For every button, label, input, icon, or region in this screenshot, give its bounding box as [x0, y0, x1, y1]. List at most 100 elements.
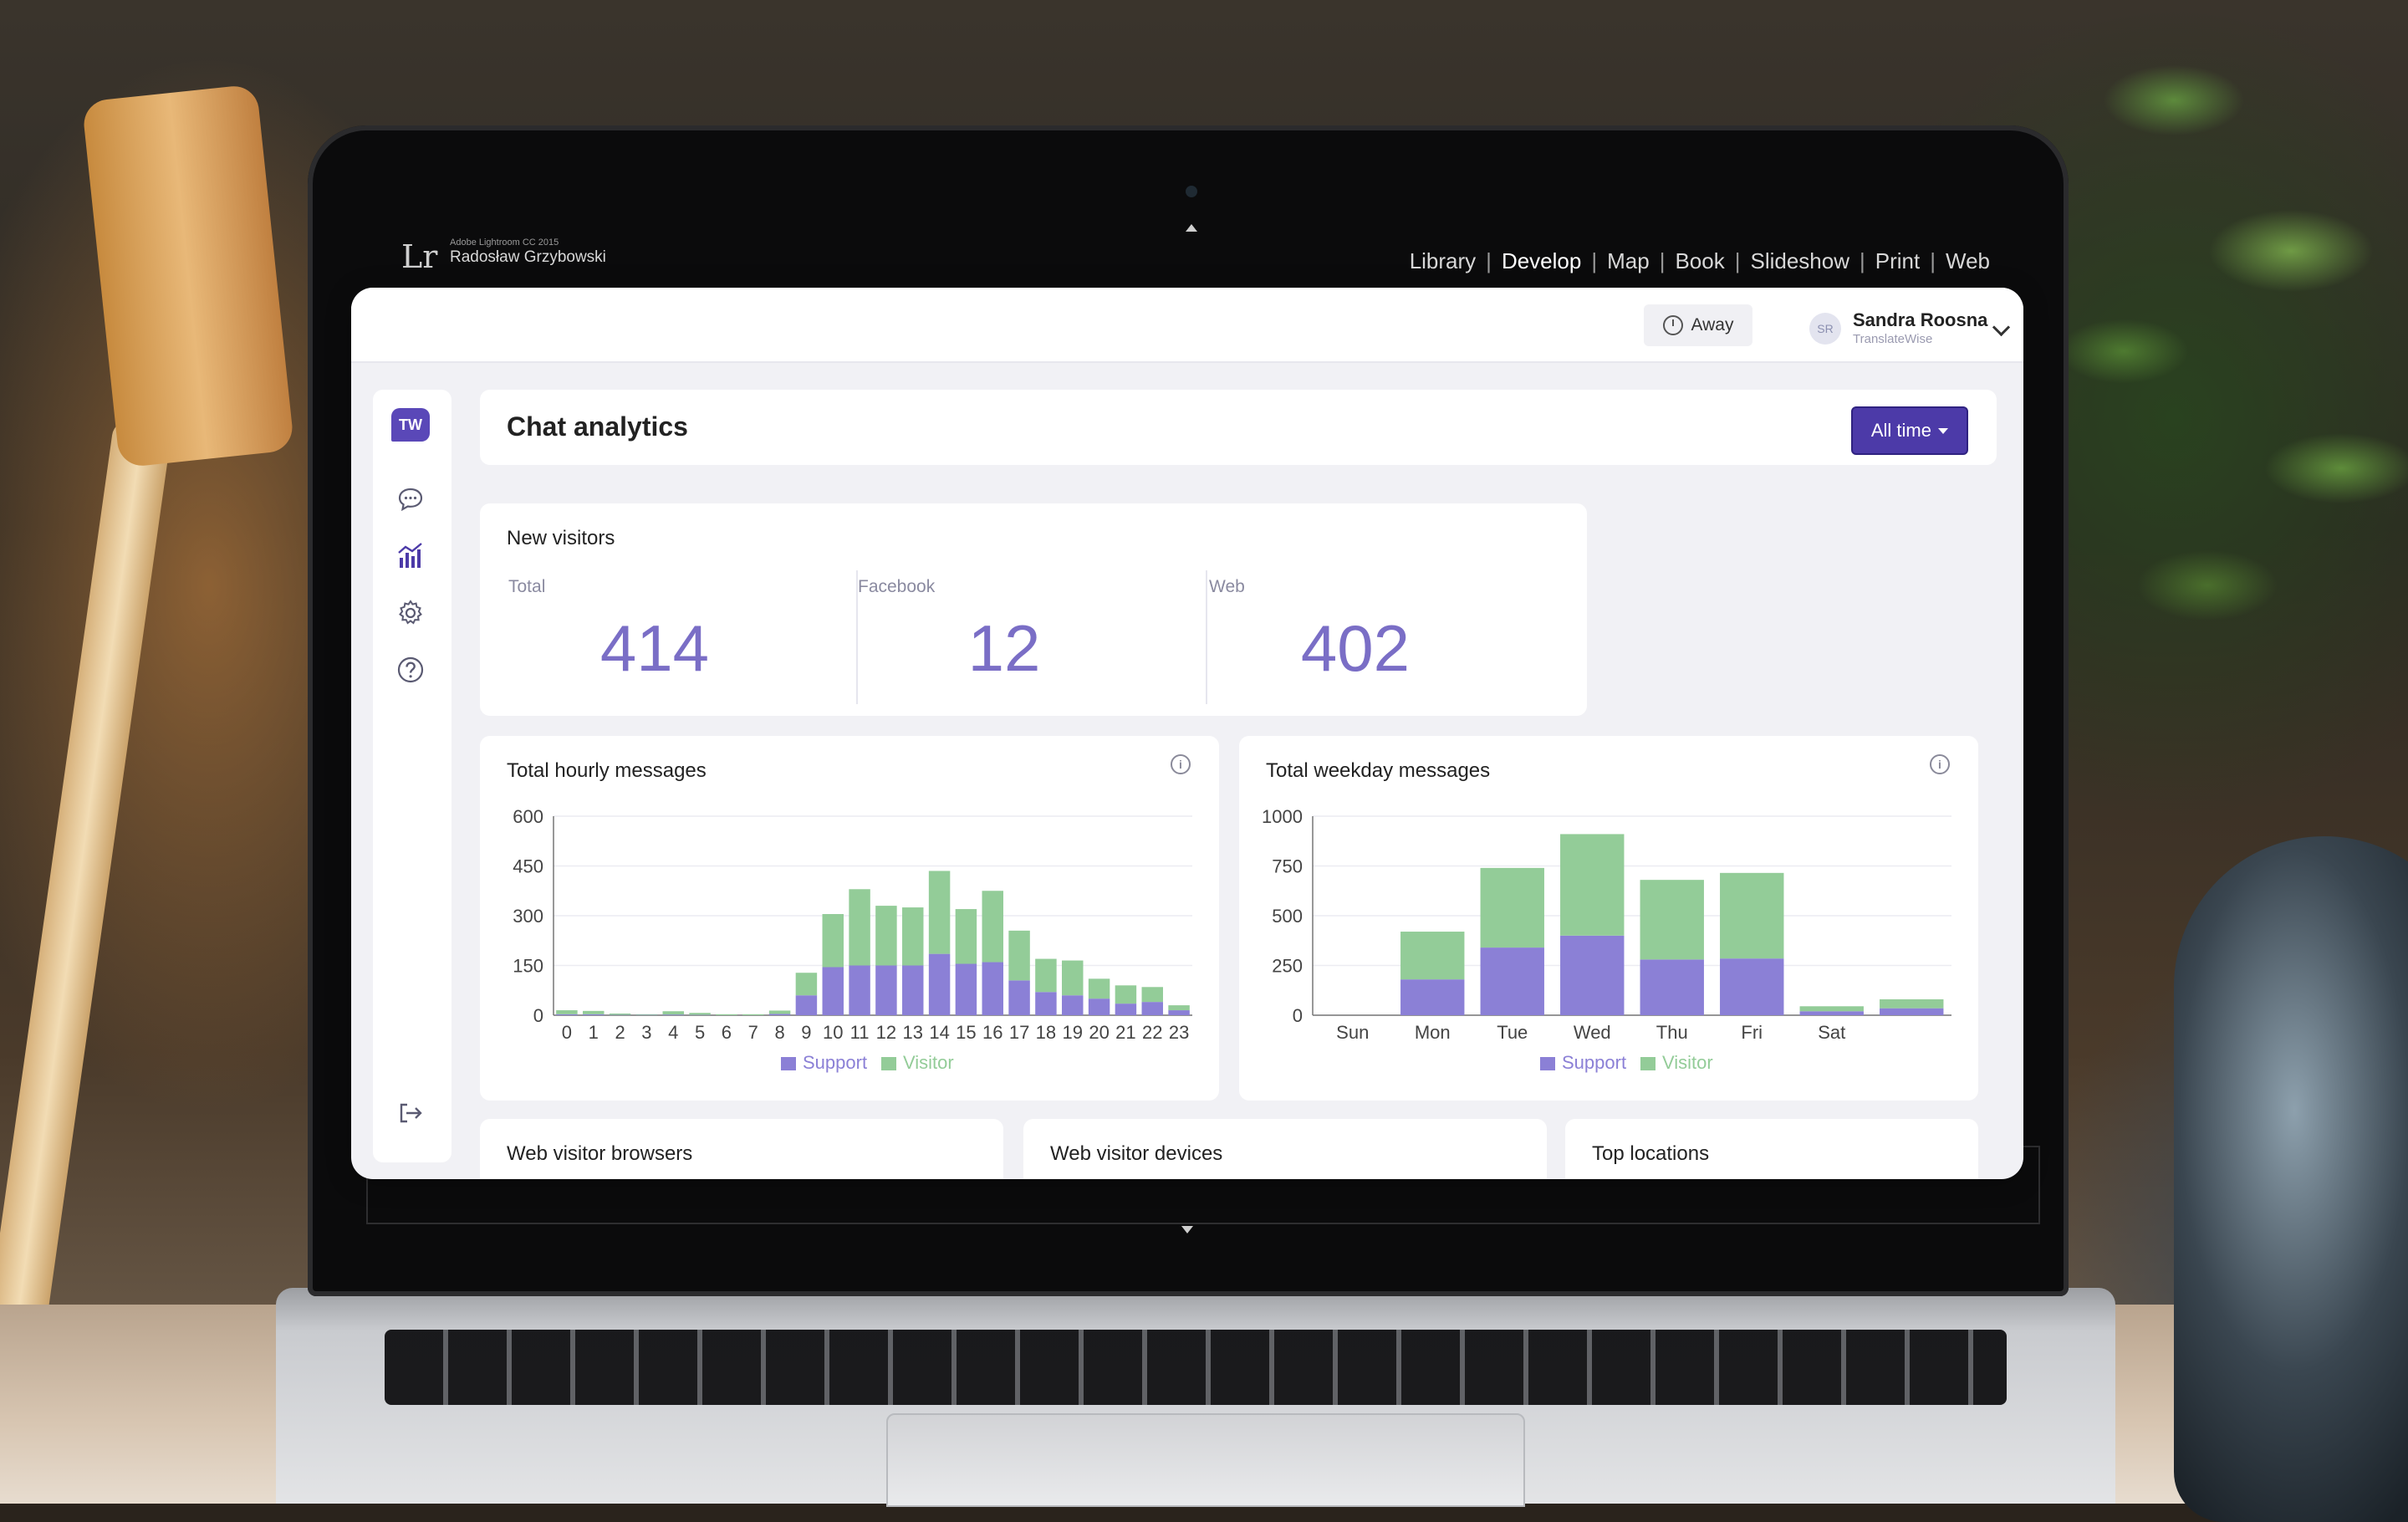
- bar-visitor: [823, 914, 844, 967]
- x-tick-label: 2: [615, 1022, 625, 1043]
- browsers-title: Web visitor browsers: [507, 1142, 692, 1166]
- module-print[interactable]: Print: [1875, 248, 1920, 273]
- bar-support: [1720, 958, 1783, 1015]
- x-tick-label: 10: [823, 1022, 843, 1043]
- legend-swatch: [1640, 1057, 1656, 1070]
- chat-bubble-icon[interactable]: [395, 483, 426, 515]
- bar-visitor: [1640, 880, 1704, 959]
- bar-visitor: [956, 909, 977, 963]
- x-tick-label: Wed: [1574, 1022, 1611, 1043]
- user-name: Sandra Roosna: [1853, 309, 1987, 331]
- x-tick-label: 14: [929, 1022, 949, 1043]
- x-tick-label: 13: [903, 1022, 923, 1043]
- bar-support: [583, 1014, 604, 1015]
- trackpad: [886, 1413, 1525, 1507]
- x-tick-label: 16: [982, 1022, 1002, 1043]
- x-tick-label: 5: [695, 1022, 705, 1043]
- stat-facebook: Facebook 12: [829, 569, 1179, 702]
- bar-support: [1142, 1002, 1163, 1015]
- legend-label: Visitor: [1662, 1052, 1713, 1073]
- x-tick-label: Fri: [1741, 1022, 1763, 1043]
- x-tick-label: 6: [722, 1022, 732, 1043]
- x-tick-label: 12: [876, 1022, 896, 1043]
- bar-visitor: [610, 1014, 630, 1015]
- x-tick-label: Sun: [1336, 1022, 1369, 1043]
- bar-support: [1481, 947, 1544, 1015]
- x-tick-label: Mon: [1415, 1022, 1451, 1043]
- bar-visitor: [796, 973, 817, 995]
- x-tick-label: 7: [748, 1022, 758, 1043]
- new-visitors-title: New visitors: [507, 527, 615, 550]
- stat-label: Facebook: [858, 577, 935, 597]
- x-tick-label: 3: [641, 1022, 651, 1043]
- bar-visitor: [1720, 873, 1783, 958]
- bar-visitor: [902, 907, 923, 965]
- bar-support: [663, 1014, 684, 1015]
- status-label: Away: [1691, 315, 1734, 335]
- y-tick-label: 450: [513, 856, 543, 877]
- x-tick-label: 1: [589, 1022, 599, 1043]
- panel-collapse-up-icon[interactable]: [1186, 224, 1197, 232]
- module-library[interactable]: Library: [1410, 248, 1476, 273]
- x-tick-label: 17: [1009, 1022, 1029, 1043]
- locations-card: Top locations: [1565, 1119, 1978, 1179]
- bar-visitor: [982, 891, 1003, 962]
- lightroom-user: Radosław Grzybowski: [450, 248, 606, 267]
- keyboard: [385, 1330, 2007, 1405]
- bar-visitor: [583, 1011, 604, 1014]
- gear-icon[interactable]: [395, 597, 426, 629]
- x-tick-label: Thu: [1656, 1022, 1688, 1043]
- clock-icon: [1663, 315, 1683, 335]
- legend-label: Visitor: [903, 1052, 954, 1073]
- x-tick-label: 4: [668, 1022, 678, 1043]
- y-tick-label: 150: [513, 956, 543, 977]
- logout-icon[interactable]: [395, 1097, 426, 1129]
- bar-support: [1640, 959, 1704, 1015]
- bar-support: [956, 964, 977, 1015]
- brand-logo[interactable]: TW: [391, 408, 430, 442]
- user-menu[interactable]: SR Sandra Roosna TranslateWise: [1809, 303, 2010, 350]
- browsers-card: Web visitor browsers: [480, 1119, 1003, 1179]
- bar-support: [1089, 998, 1110, 1015]
- y-tick-label: 250: [1272, 956, 1303, 977]
- legend-label: Support: [1562, 1052, 1626, 1073]
- bar-visitor: [1008, 931, 1029, 981]
- panel-collapse-down-icon[interactable]: [1181, 1226, 1193, 1233]
- chevron-down-icon[interactable]: [1992, 319, 2010, 336]
- devices-title: Web visitor devices: [1050, 1142, 1222, 1166]
- lightroom-identity: Adobe Lightroom CC 2015 Radosław Grzybow…: [450, 237, 606, 267]
- bar-support: [849, 966, 870, 1016]
- bar-support: [1168, 1010, 1189, 1015]
- x-tick-label: 23: [1169, 1022, 1189, 1043]
- module-develop[interactable]: Develop: [1502, 248, 1581, 273]
- vase: [2174, 836, 2408, 1522]
- y-tick-label: 500: [1272, 906, 1303, 927]
- bar-support: [982, 963, 1003, 1015]
- help-icon[interactable]: [395, 654, 426, 686]
- bar-visitor: [742, 1014, 763, 1015]
- x-tick-label: 15: [956, 1022, 976, 1043]
- bar-support: [902, 966, 923, 1016]
- legend-swatch: [881, 1057, 896, 1070]
- status-away-button[interactable]: Away: [1644, 304, 1752, 346]
- analytics-icon[interactable]: [395, 540, 426, 572]
- bar-visitor: [849, 889, 870, 965]
- stat-value: 414: [480, 610, 829, 687]
- bar-support: [796, 995, 817, 1015]
- stat-value: 12: [829, 610, 1179, 687]
- module-web[interactable]: Web: [1946, 248, 1990, 273]
- module-book[interactable]: Book: [1675, 248, 1724, 273]
- bar-visitor: [929, 871, 950, 953]
- x-tick-label: 19: [1063, 1022, 1083, 1043]
- camera: [1186, 186, 1197, 197]
- user-organization: TranslateWise: [1853, 332, 1932, 346]
- analytics-app: Away SR Sandra Roosna TranslateWise TW C…: [351, 288, 2023, 1179]
- stat-label: Total: [508, 577, 545, 597]
- bar-visitor: [1400, 932, 1464, 979]
- date-range-dropdown[interactable]: All time: [1851, 406, 1968, 455]
- devices-card: Web visitor devices: [1023, 1119, 1547, 1179]
- module-slideshow[interactable]: Slideshow: [1750, 248, 1849, 273]
- module-map[interactable]: Map: [1607, 248, 1650, 273]
- bar-support: [1400, 979, 1464, 1015]
